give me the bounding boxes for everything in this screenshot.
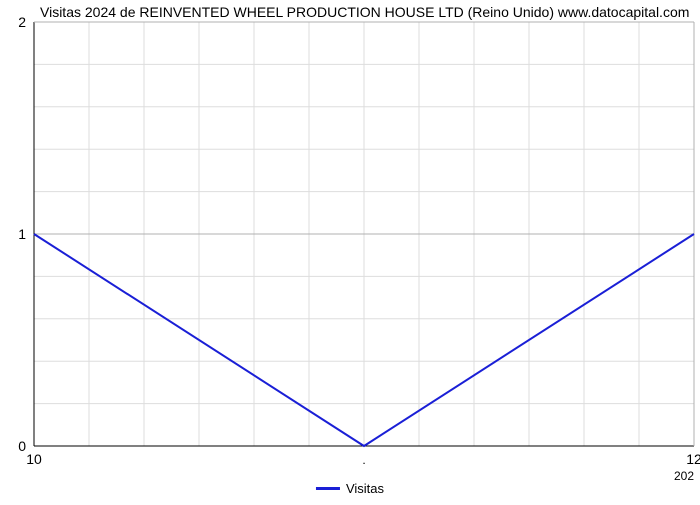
x-tick-label: 10 [26, 451, 42, 467]
y-tick-label: 2 [18, 14, 26, 30]
legend-swatch [316, 487, 340, 490]
legend: Visitas [316, 481, 384, 496]
chart-svg: 0121012202. [0, 0, 700, 500]
y-tick-label: 0 [18, 438, 26, 454]
y-tick-label: 1 [18, 226, 26, 242]
chart-title: Visitas 2024 de REINVENTED WHEEL PRODUCT… [40, 4, 689, 20]
svg-text:.: . [362, 453, 365, 467]
x-tick-label: 12 [686, 451, 700, 467]
chart-container: Visitas 2024 de REINVENTED WHEEL PRODUCT… [0, 0, 700, 500]
legend-label: Visitas [346, 481, 384, 496]
x-sublabel: 202 [674, 469, 694, 483]
